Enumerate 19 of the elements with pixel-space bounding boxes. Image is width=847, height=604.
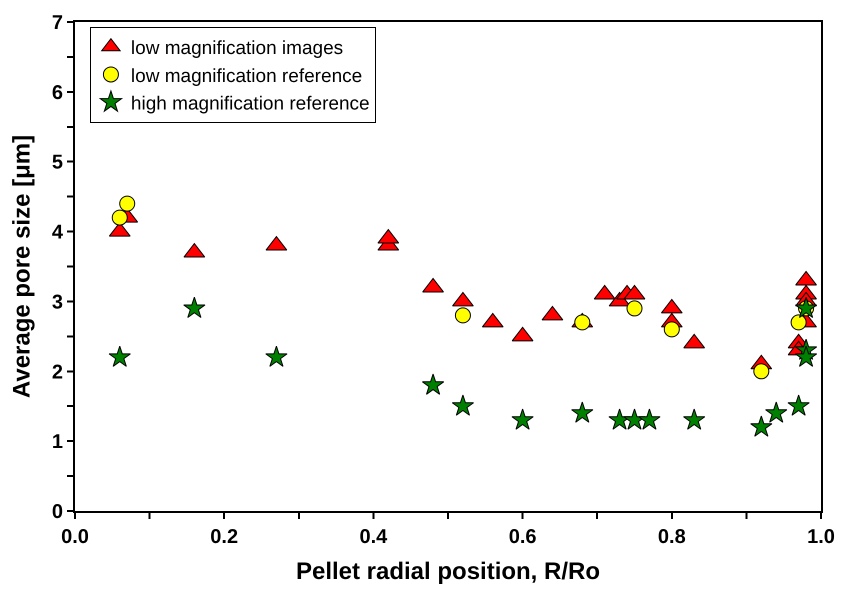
legend-label: low magnification images (130, 38, 344, 60)
y-tick-label: 0 (52, 501, 63, 523)
y-tick-label: 2 (52, 361, 63, 384)
legend-label: low magnification reference (130, 66, 362, 87)
x-tick-label: 0.8 (658, 526, 686, 548)
y-axis-title: Average pore size [μm] (8, 134, 36, 398)
y-tick-label: 5 (52, 152, 63, 174)
x-tick-label: 1.0 (807, 526, 835, 548)
x-tick-label: 0.0 (61, 526, 89, 548)
y-tick-label: 7 (52, 12, 63, 34)
x-tick-label: 0.4 (359, 526, 388, 548)
x-tick-label: 0.2 (210, 526, 238, 548)
y-tick-label: 1 (52, 431, 63, 454)
y-tick-label: 4 (52, 222, 64, 244)
y-tick-label: 6 (52, 82, 63, 104)
x-axis-title: Pellet radial position, R/Ro (296, 558, 600, 585)
y-tick-label: 3 (52, 291, 63, 314)
x-tick-label: 0.6 (508, 526, 537, 548)
legend-label: high magnification reference (130, 94, 370, 115)
